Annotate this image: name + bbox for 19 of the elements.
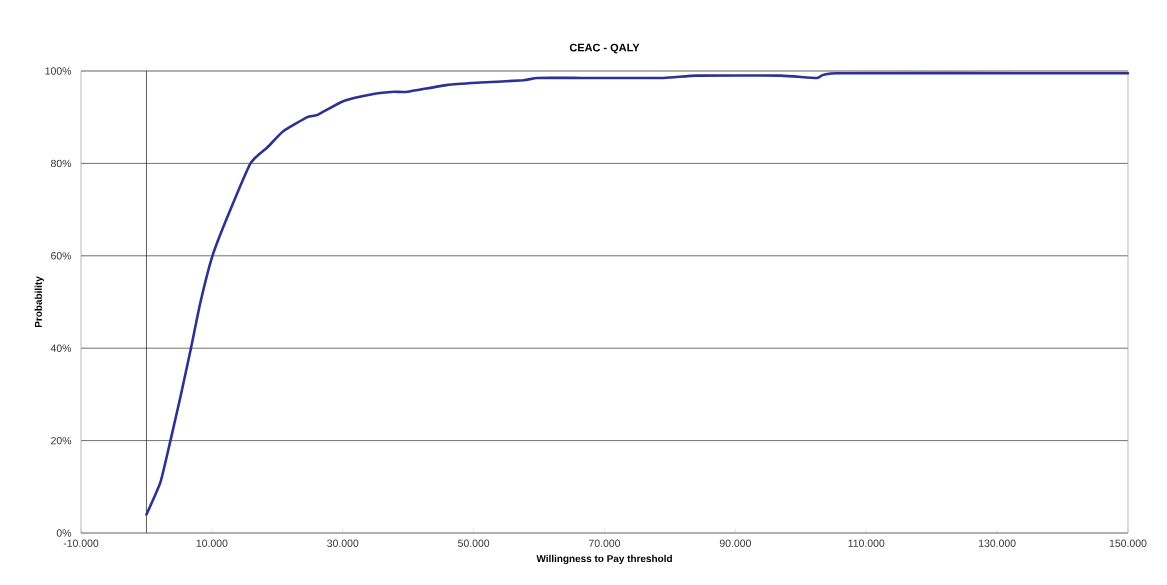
- chart-title: CEAC - QALY: [569, 43, 640, 54]
- y-tick-label: 60%: [51, 252, 72, 260]
- x-tick-label: 150.000: [1109, 539, 1147, 547]
- x-tick-label: 10.000: [196, 539, 228, 547]
- x-tick-label: 90.000: [719, 539, 751, 547]
- x-tick-label: 50.000: [458, 539, 490, 547]
- x-axis-title: Willingness to Pay threshold: [536, 554, 672, 565]
- x-tick-label: 110.000: [848, 539, 885, 547]
- line-series: [145, 71, 1130, 516]
- y-tick-label: 20%: [51, 436, 72, 445]
- y-axis-title: Probability: [34, 276, 44, 328]
- x-tick-label: 130.000: [979, 539, 1016, 547]
- x-tick-label: -10.000: [63, 539, 99, 547]
- y-tick-label: 80%: [51, 159, 72, 168]
- y-tick-label: 0%: [56, 529, 72, 537]
- x-tick-label: 70.000: [589, 539, 621, 547]
- y-tick-label: 100%: [45, 67, 72, 75]
- x-tick-label: 30.000: [327, 539, 359, 547]
- y-tick-label: 40%: [50, 344, 72, 352]
